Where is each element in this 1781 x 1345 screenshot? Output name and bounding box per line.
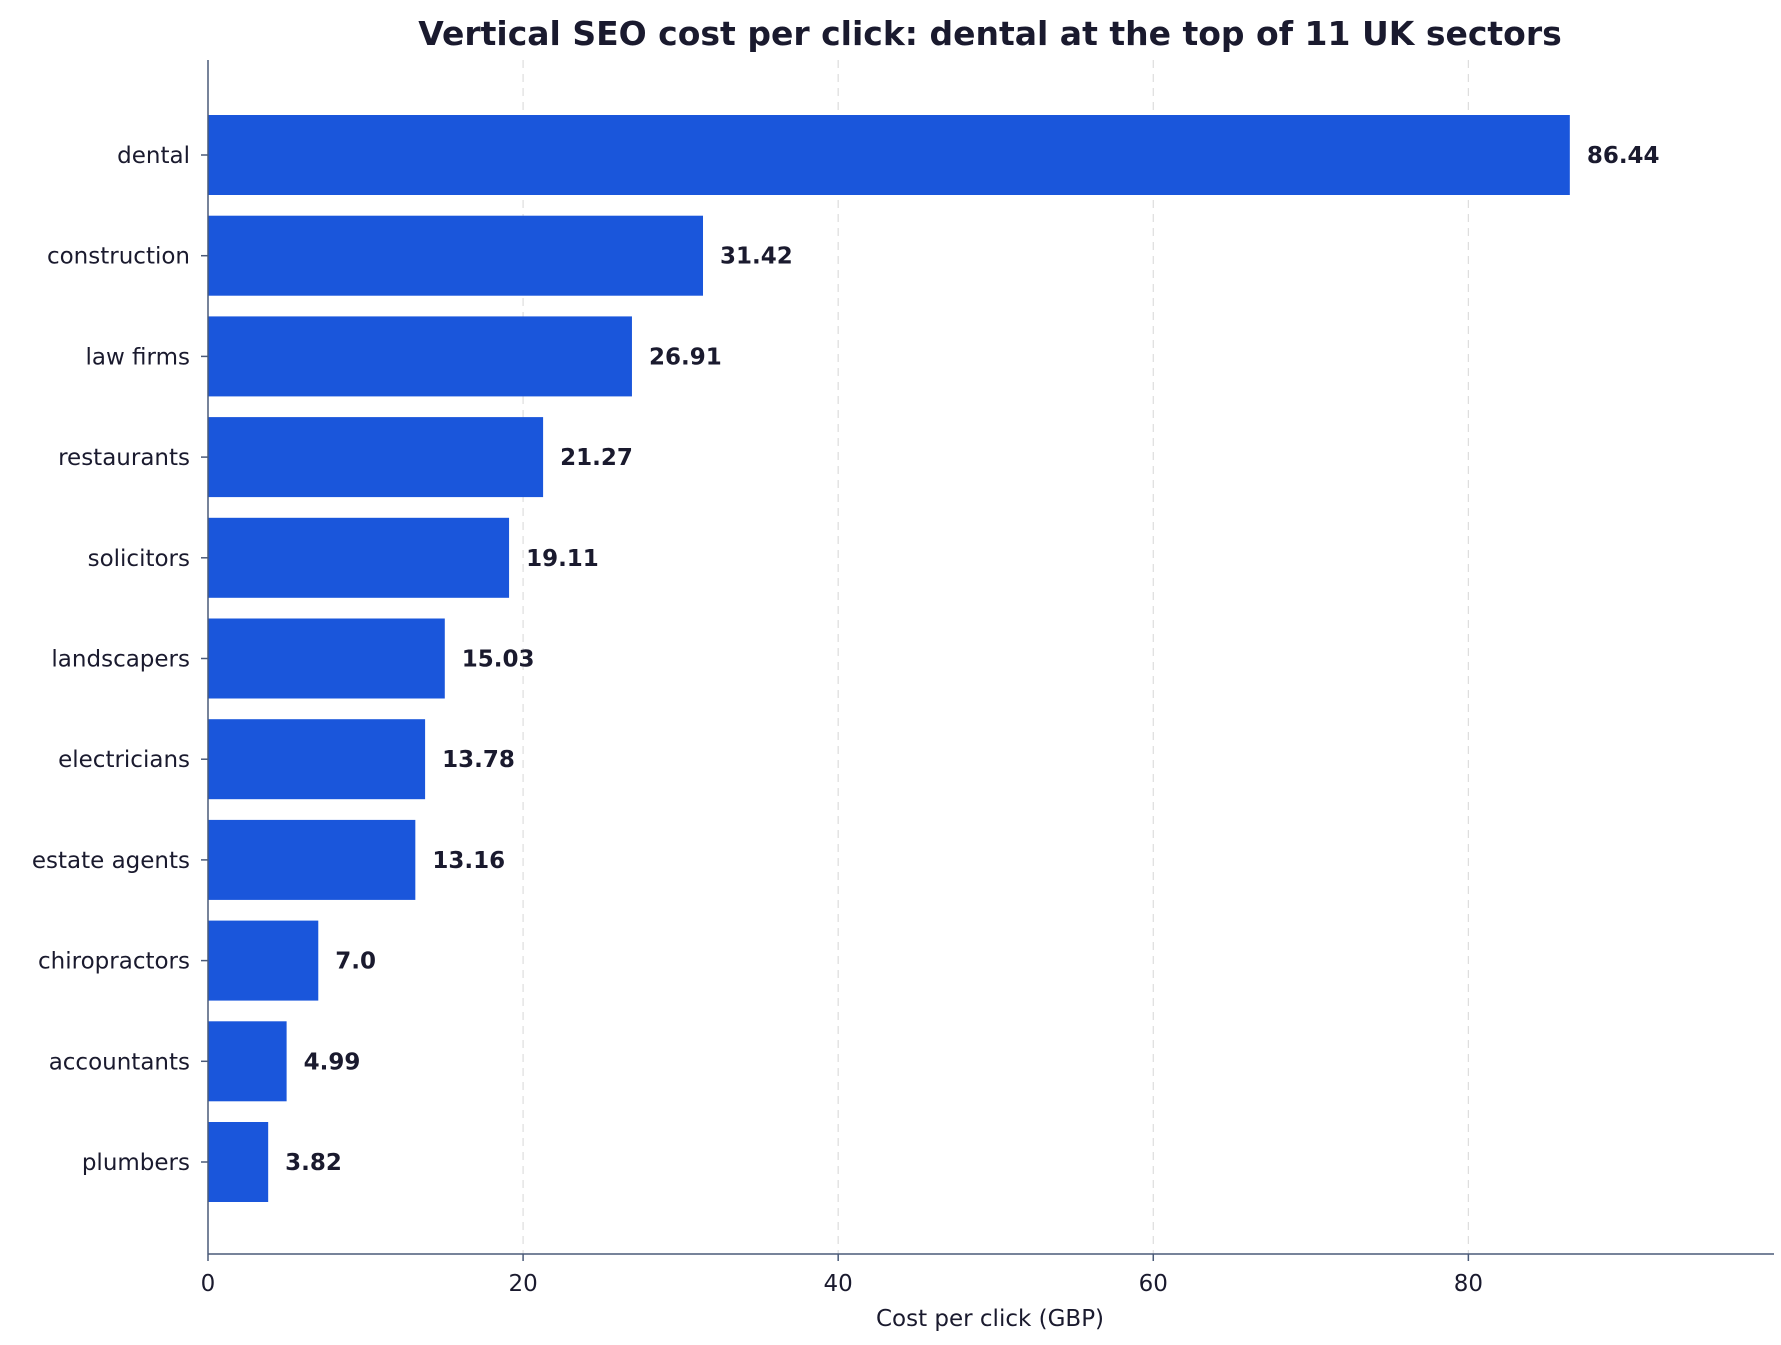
bar (208, 215, 704, 296)
bar (208, 115, 1570, 195)
y-tick-label: accountants (49, 1049, 190, 1075)
value-label: 31.42 (720, 244, 793, 270)
bar (208, 819, 416, 900)
value-label: 26.91 (649, 344, 722, 370)
value-label: 13.78 (442, 747, 515, 773)
bars (208, 115, 1570, 1202)
bar (208, 316, 632, 397)
chart-title: Vertical SEO cost per click: dental at t… (418, 14, 1562, 53)
y-axis-ticks: dental construction law firms restaurants so… (32, 143, 208, 1176)
y-tick-label: plumbers (82, 1150, 190, 1176)
bar (208, 417, 544, 498)
x-tick-label: 20 (508, 1271, 537, 1297)
value-label: 21.27 (560, 445, 633, 471)
x-axis-label: Cost per click (GBP) (876, 1306, 1104, 1332)
x-tick-label: 80 (1454, 1271, 1483, 1297)
bar (208, 517, 510, 598)
x-tick-label: 40 (824, 1271, 853, 1297)
bar (208, 618, 445, 699)
bar (208, 920, 319, 1001)
y-tick-label: dental (117, 143, 190, 169)
y-tick-label: chiropractors (38, 949, 190, 975)
value-label: 3.82 (285, 1150, 342, 1176)
y-tick-label: law firms (85, 344, 190, 370)
y-tick-label: estate agents (32, 848, 190, 874)
value-label: 86.44 (1587, 143, 1660, 169)
value-label: 4.99 (304, 1049, 361, 1075)
y-tick-label: electricians (58, 747, 190, 773)
bar (208, 719, 426, 800)
y-tick-label: construction (47, 244, 190, 270)
y-tick-label: restaurants (58, 445, 190, 471)
value-label: 7.0 (335, 949, 376, 975)
value-labels: 86.44 31.42 26.91 21.27 19.11 15.03 13.78 13.16… (285, 143, 1659, 1176)
y-tick-label: solicitors (88, 546, 190, 572)
bar (208, 1122, 269, 1202)
value-label: 15.03 (462, 647, 535, 673)
x-tick-label: 0 (201, 1271, 216, 1297)
x-axis-ticks: 0 20 40 60 80 (201, 1254, 1483, 1297)
x-tick-label: 60 (1139, 1271, 1168, 1297)
y-tick-label: landscapers (51, 647, 190, 673)
bar (208, 1021, 287, 1102)
value-label: 13.16 (432, 848, 505, 874)
value-label: 19.11 (526, 546, 599, 572)
